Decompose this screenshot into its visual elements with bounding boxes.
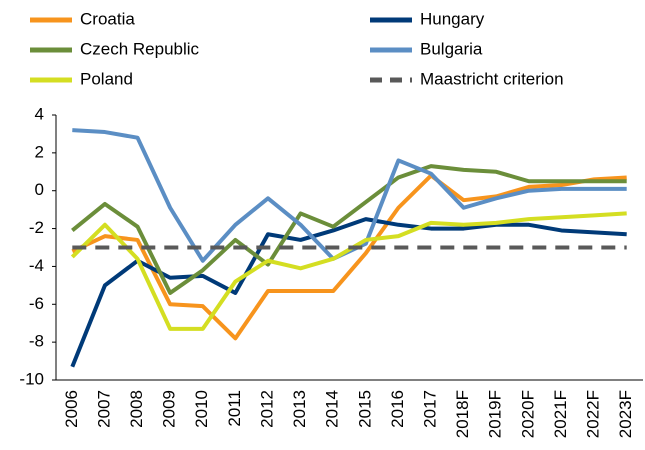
legend-label: Hungary	[420, 9, 485, 28]
series-line	[72, 128, 627, 263]
y-tick-label: -8	[29, 332, 44, 351]
x-tick-label: 2020F	[518, 390, 537, 438]
x-tick-label: 2018F	[453, 390, 472, 438]
series-line	[70, 217, 627, 368]
y-tick-label: -6	[29, 294, 44, 313]
legend-label: Bulgaria	[420, 39, 483, 58]
x-tick-label: 2006	[62, 390, 81, 428]
x-tick-label: 2008	[127, 390, 146, 428]
y-tick-label: -10	[19, 369, 44, 388]
series-line	[71, 173, 627, 341]
x-tick-label: 2015	[355, 390, 374, 428]
legend-label: Maastricht criterion	[420, 69, 564, 88]
y-tick-label: 2	[35, 142, 44, 161]
x-tick-label: 2010	[192, 390, 211, 428]
series-line	[71, 164, 627, 295]
x-tick-label: 2021F	[551, 390, 570, 438]
y-tick-label: 0	[35, 180, 44, 199]
x-tick-label: 2007	[94, 390, 113, 428]
y-tick-label: 4	[35, 104, 44, 123]
x-tick-label: 2013	[290, 390, 309, 428]
x-tick-label: 2019F	[486, 390, 505, 438]
x-tick-label: 2012	[257, 390, 276, 428]
x-tick-label: 2009	[160, 390, 179, 428]
legend-label: Poland	[80, 69, 133, 88]
legend-label: Czech Republic	[80, 39, 200, 58]
x-tick-label: 2017	[421, 390, 440, 428]
y-tick-label: -4	[29, 256, 44, 275]
x-tick-label: 2023F	[616, 390, 635, 438]
y-tick-label: -2	[29, 218, 44, 237]
x-tick-label: 2016	[388, 390, 407, 428]
x-tick-label: 2022F	[584, 390, 603, 438]
x-tick-label: 2014	[323, 390, 342, 428]
legend-label: Croatia	[80, 9, 135, 28]
x-tick-label: 2011	[225, 390, 244, 427]
